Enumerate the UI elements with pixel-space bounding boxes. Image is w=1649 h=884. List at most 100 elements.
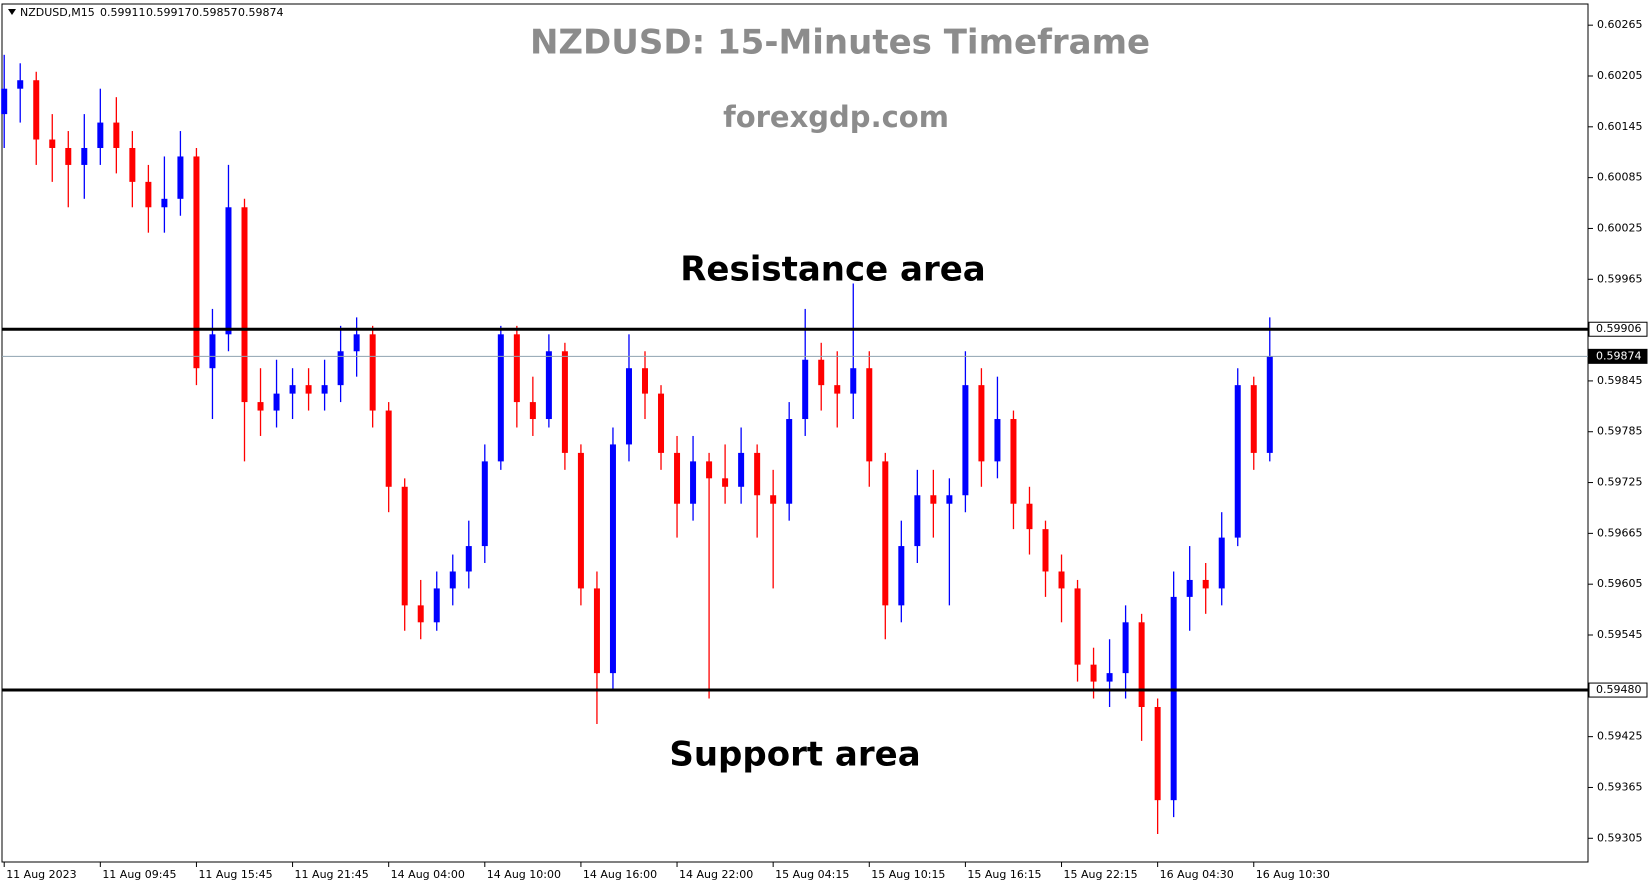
y-tick-label: 0.60145 — [1597, 120, 1643, 133]
candle-body — [321, 385, 328, 394]
candle-body — [1010, 419, 1017, 504]
candle-body — [930, 495, 937, 504]
candle-body — [706, 461, 713, 479]
candle-body — [1106, 673, 1113, 682]
candle-body — [241, 207, 248, 403]
x-tick-label: 16 Aug 10:30 — [1256, 868, 1330, 881]
chart-subtitle: forexgdp.com — [723, 100, 949, 134]
candle-body — [177, 156, 184, 199]
candle-body — [1218, 537, 1225, 589]
candle-body — [625, 368, 632, 445]
candle-body — [161, 198, 168, 208]
quote-value: 0.59917 — [146, 6, 192, 19]
candle-body — [209, 334, 216, 369]
x-tick-label: 14 Aug 22:00 — [679, 868, 753, 881]
x-tick-label: 11 Aug 09:45 — [102, 868, 176, 881]
candle-body — [593, 588, 600, 674]
candle-body — [1090, 664, 1097, 682]
x-tick-label: 14 Aug 16:00 — [583, 868, 657, 881]
x-tick-label: 11 Aug 15:45 — [198, 868, 272, 881]
x-tick-label: 14 Aug 10:00 — [487, 868, 561, 881]
y-tick-label: 0.59545 — [1597, 628, 1643, 641]
level-label-box — [1588, 321, 1648, 337]
candle-body — [1058, 571, 1065, 589]
x-tick-label: 14 Aug 04:00 — [391, 868, 465, 881]
candle-body — [1042, 529, 1049, 572]
candle-body — [481, 461, 488, 547]
candle-body — [337, 351, 344, 386]
candle-body — [529, 402, 536, 420]
level-label: 0.59480 — [1596, 683, 1642, 696]
candle-body — [738, 452, 745, 487]
candle-body — [497, 334, 504, 462]
x-tick-label: 16 Aug 04:30 — [1160, 868, 1234, 881]
y-tick-label: 0.60025 — [1597, 221, 1643, 234]
y-tick-label: 0.60265 — [1597, 18, 1643, 31]
candle-body — [754, 452, 761, 496]
candle-body — [914, 495, 921, 547]
candle-body — [1234, 385, 1241, 538]
candle-body — [369, 334, 376, 411]
candle-body — [33, 80, 40, 140]
candle-body — [193, 156, 200, 369]
y-tick-label: 0.59605 — [1597, 577, 1643, 590]
candle-body — [97, 122, 104, 148]
candle-body — [49, 139, 56, 148]
candle-body — [850, 368, 857, 394]
candle-body — [946, 495, 953, 504]
level-label: 0.59874 — [1596, 349, 1642, 362]
candle-body — [449, 571, 456, 589]
y-tick-label: 0.60085 — [1597, 171, 1643, 184]
candle-body — [1170, 596, 1177, 801]
y-tick-label: 0.60205 — [1597, 69, 1643, 82]
level-label-box — [1588, 682, 1648, 698]
candle-body — [17, 80, 24, 89]
candle-body — [642, 368, 648, 394]
y-tick-label: 0.59845 — [1597, 374, 1643, 387]
x-tick-label: 11 Aug 21:45 — [295, 868, 369, 881]
candle-body — [802, 359, 809, 420]
candle-body — [882, 461, 889, 606]
candle-body — [866, 368, 873, 462]
candle-body — [577, 452, 584, 589]
candle-body — [401, 486, 408, 606]
candle-body — [385, 410, 392, 487]
candle-body — [273, 393, 280, 411]
quote-value: 0.59911 — [100, 6, 146, 19]
candle-body — [674, 452, 681, 504]
candle-body — [129, 147, 136, 182]
candle-body — [417, 605, 424, 623]
candle-body — [561, 351, 568, 453]
menu-arrow[interactable] — [8, 9, 16, 15]
x-tick-label: 15 Aug 22:15 — [1064, 868, 1138, 881]
candle-body — [834, 385, 841, 394]
symbol: NZDUSD,M15 — [20, 6, 95, 19]
candle-body — [962, 385, 969, 496]
candle-body — [1122, 622, 1129, 674]
annotation: Resistance area — [680, 250, 986, 290]
x-tick-label: 15 Aug 04:15 — [775, 868, 849, 881]
level-label-box — [1588, 348, 1648, 364]
candle-body — [465, 546, 472, 572]
x-tick-label: 15 Aug 16:15 — [967, 868, 1041, 881]
quote-value: 0.59857 — [192, 6, 238, 19]
candle-body — [305, 385, 312, 394]
candle-body — [1250, 385, 1257, 453]
candle-body — [353, 334, 360, 352]
candle-body — [978, 385, 985, 462]
candle-body — [818, 359, 825, 386]
candle-body — [1074, 588, 1081, 665]
candle-body — [1186, 579, 1193, 597]
annotation: Support area — [669, 735, 920, 775]
candle-body — [1202, 579, 1209, 589]
candle-body — [1138, 622, 1145, 708]
y-tick-label: 0.59305 — [1597, 831, 1643, 844]
candle-body — [722, 478, 729, 487]
candle-body — [513, 334, 520, 403]
candle-body — [786, 419, 793, 504]
y-tick-label: 0.59785 — [1597, 425, 1643, 438]
candle-body — [690, 461, 697, 504]
candle-body — [289, 385, 296, 394]
candle-body — [433, 588, 440, 623]
